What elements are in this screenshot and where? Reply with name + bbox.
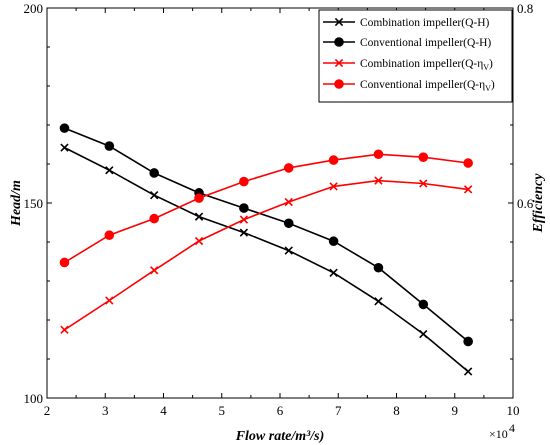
data-point [329,182,338,191]
marker-stroke [239,228,249,237]
marker-stroke [419,179,428,188]
data-point [463,158,473,168]
marker-stroke [239,215,249,224]
legend-entry-label: Conventional impeller(Q-H) [360,37,491,49]
data-point [239,228,249,237]
legend-entry-label: Combination impeller(Q-ηV) [360,58,493,72]
x-tick-label: 4 [160,403,167,418]
series-line [64,153,469,264]
marker-stroke [150,266,159,275]
data-point [329,268,338,277]
data-point [59,123,70,133]
marker-stroke [284,246,293,255]
marker-stroke [374,176,383,185]
data-point [105,296,114,305]
series-line [64,146,469,373]
series-line [64,127,469,343]
data-point [284,246,293,255]
x-tick-label: 9 [452,403,459,418]
x-axis-title: Flow rate/m³/s) [235,429,325,444]
data-point [60,143,69,152]
y-left-tick-label: 200 [24,1,44,16]
data-point [105,166,114,175]
y-right-tick-label: 0.6 [517,196,534,211]
x-axis-multiplier-exponent: 4 [509,421,515,435]
marker-stroke [60,143,69,152]
data-point [418,299,429,310]
data-point [418,152,429,162]
data-point [149,213,159,224]
y-left-tick-label: 150 [24,196,44,211]
marker-stroke [105,296,114,305]
series-1 [60,143,473,376]
data-point [59,257,70,268]
legend: Combination impeller(Q-H) Conventional im… [318,9,513,103]
x-tick-label: 5 [219,403,226,418]
legend-box [318,9,513,103]
data-point [374,297,383,306]
y-left-axis-title: Head/m [9,180,24,227]
data-point [419,329,428,339]
data-point [104,141,115,151]
marker-stroke [463,185,473,194]
series-line [64,179,469,331]
legend-swatch-marker [334,58,344,68]
data-point [463,367,473,376]
marker-stroke [329,182,338,191]
y-right-tick-label: 0.8 [517,1,533,16]
x-tick-label: 2 [44,403,51,418]
data-point [239,203,249,213]
data-point [104,230,115,240]
x-tick-label: 7 [335,403,342,418]
data-point [373,149,384,160]
legend-entry-label: Combination impeller(Q-H) [360,17,490,29]
marker-stroke [105,166,114,175]
marker-stroke [334,17,344,27]
marker-stroke [194,236,204,246]
marker-stroke [150,191,159,200]
data-point [283,218,294,229]
x-axis-multiplier: ×10 [489,427,508,441]
data-point [149,168,159,178]
data-point [194,212,204,221]
data-point [373,262,384,273]
marker-stroke [329,268,338,277]
marker-stroke [284,197,293,207]
y-right-axis-title: Efficiency [531,173,546,234]
data-point [463,185,473,194]
marker-stroke [374,297,383,306]
marker-stroke [194,212,204,221]
marker-stroke [419,329,428,339]
data-point [328,155,339,165]
x-tick-label: 10 [507,403,520,418]
data-point [283,163,294,173]
data-point [239,176,249,187]
data-point [374,176,383,185]
series-4 [59,149,473,268]
legend-entry-label: Conventional impeller(Q-ηV) [360,79,495,93]
marker-stroke [60,325,69,334]
data-point [150,191,159,200]
data-point [150,266,159,275]
legend-swatch-marker [334,17,344,27]
data-point [194,193,204,203]
marker-stroke [463,367,473,376]
data-point [328,236,339,247]
series-3 [60,176,473,334]
data-point [194,236,204,246]
series-2 [59,123,473,347]
data-point [284,197,293,207]
x-tick-label: 6 [277,403,284,418]
legend-swatch-marker [334,37,344,47]
data-point [239,215,249,224]
data-point [419,179,428,188]
data-point [60,325,69,334]
legend-swatch-marker [334,79,344,89]
marker-stroke [334,58,344,68]
y-left-tick-label: 100 [24,391,44,406]
x-tick-label: 8 [393,403,400,418]
x-tick-label: 3 [102,403,109,418]
data-point [463,336,473,347]
